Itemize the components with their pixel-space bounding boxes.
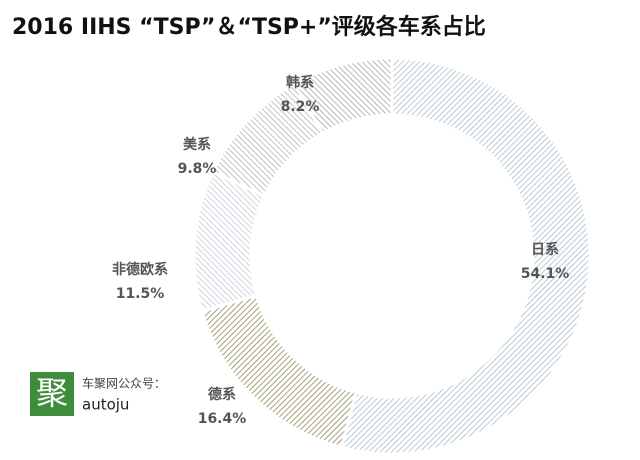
value-label: 8.2% <box>281 99 320 115</box>
legend-label: 美系 <box>183 136 211 153</box>
logo-box <box>30 372 74 416</box>
logo: 聚 <box>36 374 68 412</box>
legend-label: 非德欧系 <box>112 261 168 278</box>
donut-segment <box>339 56 592 456</box>
watermark: 聚 车聚网公众号： autoju <box>30 372 166 416</box>
watermark-line: 车聚网公众号： <box>82 376 166 391</box>
value-label: 11.5% <box>116 286 165 302</box>
chart-title: 2016 IIHS “TSP”＆“TSP+”评级各车系占比 <box>12 14 486 40</box>
value-label: 54.1% <box>521 266 570 282</box>
legend-label: 日系 <box>531 241 559 258</box>
watermark-line: autoju <box>82 396 129 414</box>
legend-label: 韩系 <box>286 74 314 91</box>
value-label: 9.8% <box>178 161 217 177</box>
value-label: 16.4% <box>198 411 247 427</box>
legend-label: 德系 <box>208 386 236 403</box>
donut-segment <box>292 56 394 136</box>
